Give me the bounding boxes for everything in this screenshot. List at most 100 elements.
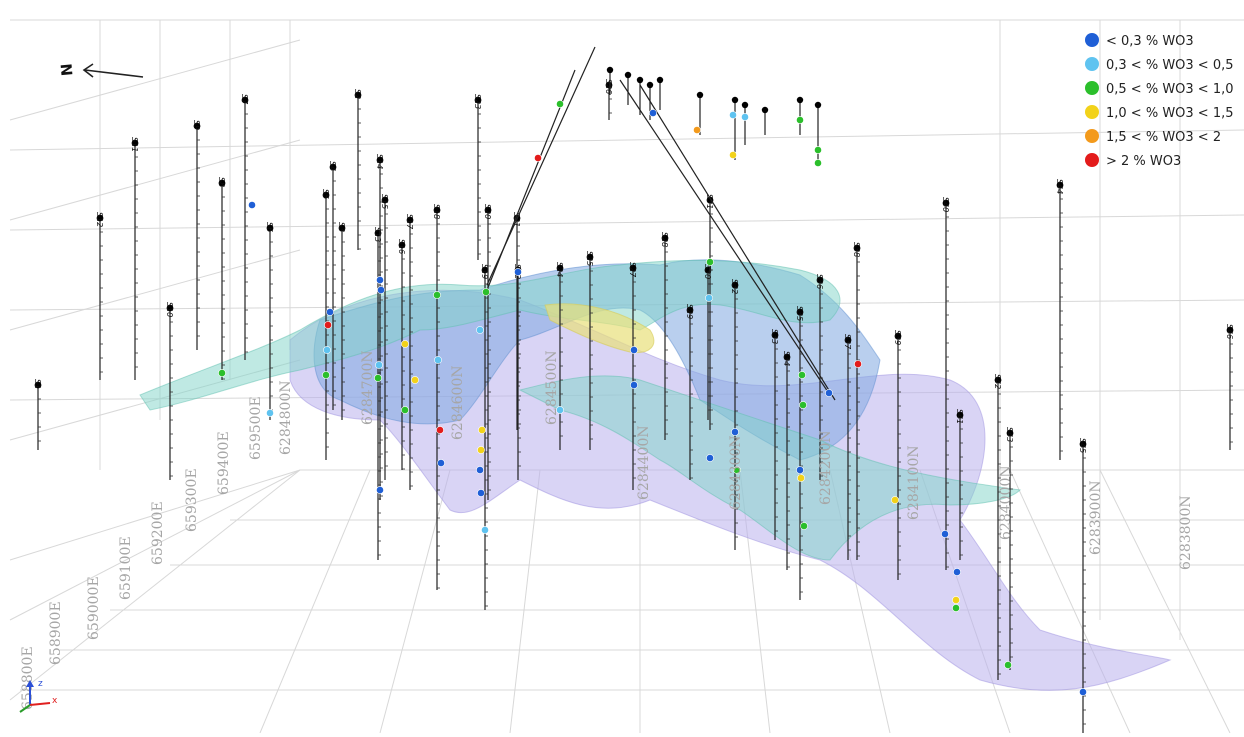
collar-marker [586, 253, 594, 261]
sample-marker [476, 326, 484, 334]
legend-label: 1,5 < % WO3 < 2 [1106, 130, 1221, 145]
sample-marker [556, 406, 564, 414]
sample-marker [796, 116, 804, 124]
collar-marker [646, 81, 654, 89]
sample-marker [799, 401, 807, 409]
hole-label: S11 [130, 137, 139, 152]
northing-label: 6284000N [998, 465, 1014, 540]
collar-marker [406, 216, 414, 224]
hole-label: S42 [993, 374, 1002, 389]
collar-marker [474, 96, 482, 104]
collar-marker [481, 266, 489, 274]
sample-marker [375, 361, 383, 369]
sample-marker [796, 466, 804, 474]
sample-marker [478, 426, 486, 434]
hole-label: S12 [95, 212, 104, 227]
sample-marker [411, 376, 419, 384]
sample-marker [649, 109, 657, 117]
sample-marker [741, 113, 749, 121]
legend-label: 0,5 < % WO3 < 1,0 [1106, 82, 1234, 97]
collar-marker [656, 76, 664, 84]
sample-marker [705, 294, 713, 302]
lens-yellow [544, 303, 655, 354]
drill-holes: S1 S12 S11 S10 S9 S8 S7 S6 S5 S4 S3 S2 S13 S14 S15 S16 S… [33, 46, 1234, 733]
sample-marker [733, 466, 741, 474]
collar-marker [218, 179, 226, 187]
hole-label: S20 [483, 204, 492, 219]
sample-marker [941, 530, 949, 538]
hole-label: S33 [770, 329, 779, 344]
collar-marker [731, 96, 739, 104]
hole-label: S44 [1055, 179, 1064, 194]
northing-label: 6284300N [728, 435, 744, 510]
easting-labels: 658800E 658900E 659000E 659100E 659200E 65930… [20, 396, 264, 710]
sample-marker [630, 381, 638, 389]
north-arrow-label: N [57, 63, 76, 77]
hole-label: S46 [1225, 324, 1234, 339]
sample-marker [401, 340, 409, 348]
sample-marker [797, 474, 805, 482]
hole-label: S6 [265, 222, 274, 232]
collar-marker [96, 214, 104, 222]
northing-label: 6283900N [1088, 480, 1104, 555]
sample-marker [481, 526, 489, 534]
northing-label: 6284400N [636, 425, 652, 500]
inclined-drill-hole [639, 84, 836, 401]
collar-marker [853, 244, 861, 252]
axis-z-label: z [38, 679, 43, 689]
collar-marker [131, 139, 139, 147]
sample-marker [1004, 661, 1012, 669]
sample-marker [729, 111, 737, 119]
collar-marker [942, 199, 950, 207]
ore-body-surfaces [139, 259, 1172, 691]
collar-marker [338, 224, 346, 232]
sample-marker [556, 100, 564, 108]
sample-marker [514, 268, 522, 276]
collar-marker [636, 76, 644, 84]
grade-legend: < 0,3 % WO3 0,3 < % WO3 < 0,5 0,5 < % WO3 … [1085, 33, 1234, 169]
sample-marker [436, 426, 444, 434]
collar-marker [783, 353, 791, 361]
axis-x-label: x [52, 696, 58, 706]
sample-marker [266, 409, 274, 417]
collar-marker [816, 276, 824, 284]
hole-label: S2 [353, 89, 362, 99]
hole-label: S37 [843, 334, 852, 350]
hole-label: S39 [893, 330, 902, 345]
sample-marker [477, 489, 485, 497]
northing-label: 6284700N [360, 350, 376, 425]
sample-marker [376, 276, 384, 284]
northing-label: 6283800N [1178, 495, 1194, 570]
collar-marker [844, 336, 852, 344]
sample-marker [1079, 688, 1087, 696]
sample-marker [324, 321, 332, 329]
hole-label: S8 [217, 177, 226, 187]
northing-label: 6284200N [818, 430, 834, 505]
sample-marker [434, 356, 442, 364]
sample-marker [953, 568, 961, 576]
collar-marker [484, 206, 492, 214]
easting-label: 659500E [248, 396, 264, 460]
legend-swatch [1085, 153, 1099, 167]
collar-marker [166, 304, 174, 312]
hole-label: S41 [955, 409, 964, 424]
easting-label: 658900E [48, 601, 64, 665]
collar-marker [1079, 440, 1087, 448]
hole-label: S43 [1005, 427, 1014, 442]
sample-marker [248, 201, 256, 209]
easting-label: 659100E [118, 536, 134, 600]
legend-label: > 2 % WO3 [1106, 154, 1181, 169]
hole-label: S14 [375, 154, 384, 169]
hole-label: S40 [941, 197, 950, 212]
collar-marker [629, 264, 637, 272]
hole-label: S9 [192, 120, 201, 130]
hole-label: S13 [373, 227, 382, 242]
hole-label: S23 [473, 94, 482, 109]
hole-label: S28 [660, 232, 669, 247]
hole-label: S10 [165, 302, 174, 317]
hole-label: S19 [480, 264, 489, 279]
collar-marker [1226, 326, 1234, 334]
sample-marker [952, 596, 960, 604]
